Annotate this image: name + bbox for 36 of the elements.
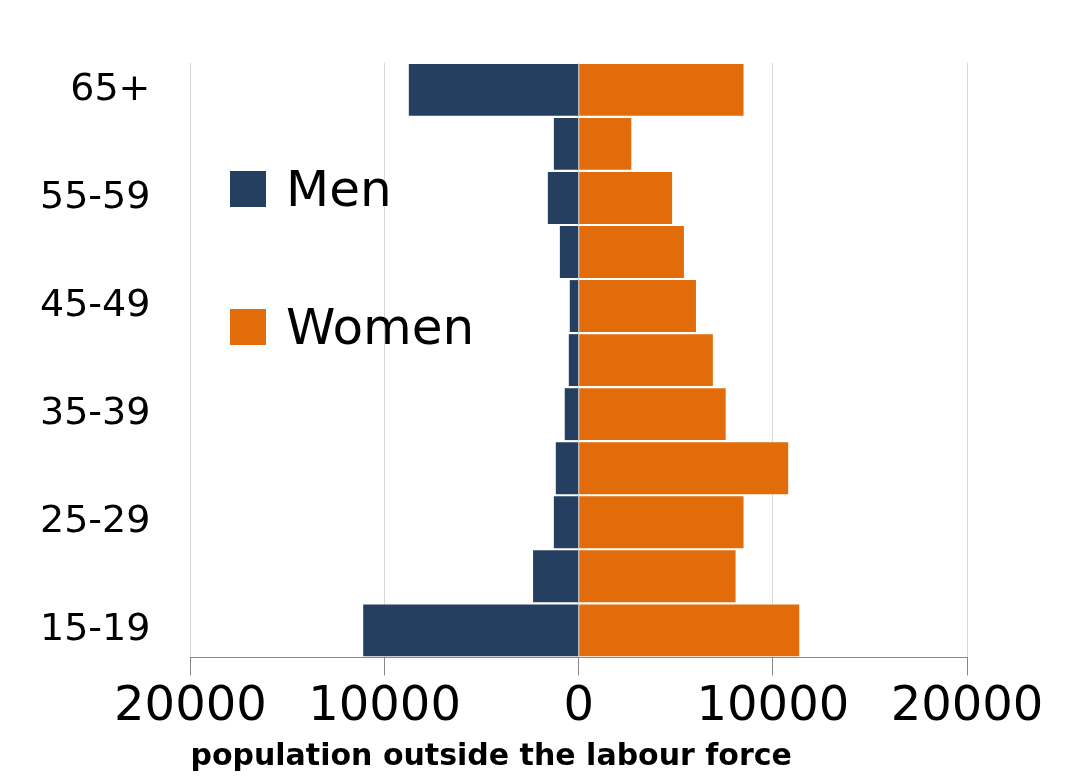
bar — [564, 388, 579, 441]
x-tick-label: 20000 — [890, 674, 1044, 731]
bar — [363, 604, 579, 657]
bar — [579, 604, 800, 657]
bar — [553, 496, 579, 549]
bar — [579, 442, 789, 495]
x-tick-label: 10000 — [308, 674, 461, 731]
y-tick-label: 15-19 — [40, 605, 151, 650]
x-axis-title: population outside the labour force — [190, 736, 792, 772]
x-tick-label: 0 — [563, 674, 594, 731]
bar — [579, 117, 632, 170]
bar — [579, 496, 744, 549]
bar — [555, 442, 579, 495]
bar — [579, 63, 744, 116]
y-tick-label: 65+ — [70, 64, 151, 109]
bar — [579, 388, 726, 441]
bar — [579, 334, 713, 387]
y-tick-label: 25-29 — [40, 497, 151, 542]
y-tick-label: 45-49 — [40, 280, 151, 325]
bar — [579, 550, 736, 603]
bar — [579, 280, 696, 332]
bar — [568, 334, 579, 387]
bar — [533, 550, 579, 603]
bar — [579, 171, 673, 224]
y-tick-label: 55-59 — [40, 172, 151, 217]
bar — [553, 117, 579, 170]
x-tick-label: 20000 — [114, 674, 267, 731]
bar — [569, 280, 579, 332]
legend-label: Men — [286, 160, 392, 218]
x-tick-label: 10000 — [696, 674, 850, 731]
y-tick-label: 35-39 — [40, 389, 151, 434]
bar — [559, 226, 579, 278]
bar — [579, 226, 684, 278]
legend-label: Women — [286, 298, 475, 356]
bar — [408, 63, 579, 116]
bar — [547, 171, 579, 224]
